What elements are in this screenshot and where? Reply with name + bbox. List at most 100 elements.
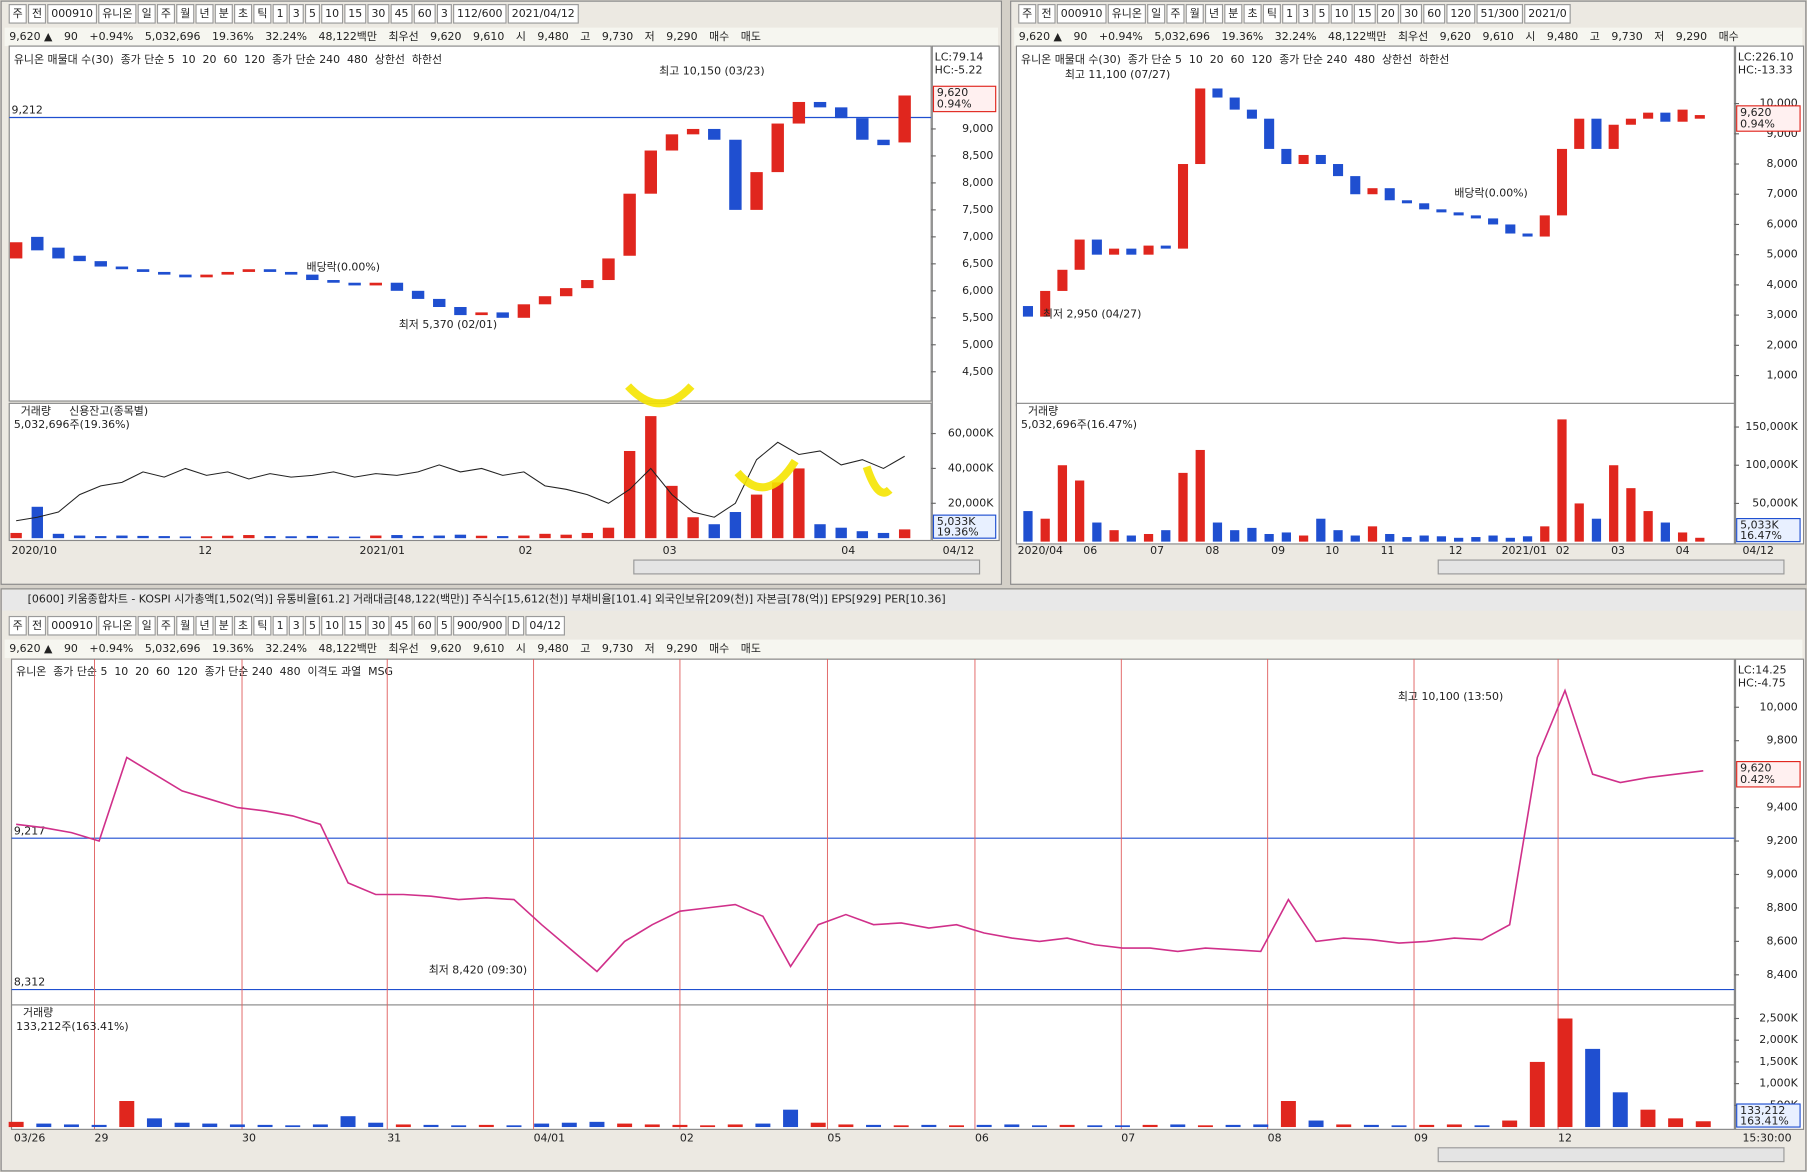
toolbar-label[interactable]: 일 bbox=[142, 618, 152, 632]
toolbar-label[interactable]: 주 bbox=[1022, 7, 1032, 20]
toolbar-button[interactable] bbox=[1185, 4, 1204, 24]
toolbar-button[interactable] bbox=[413, 615, 436, 636]
toolbar-button[interactable] bbox=[47, 615, 98, 636]
toolbar-button[interactable] bbox=[1018, 4, 1037, 24]
toolbar-button[interactable] bbox=[137, 615, 156, 636]
toolbar-label[interactable]: 분 bbox=[219, 619, 229, 632]
toolbar-label[interactable]: 10 bbox=[325, 619, 339, 632]
toolbar-button[interactable] bbox=[98, 615, 137, 636]
toolbar-button[interactable] bbox=[344, 615, 367, 636]
toolbar-label[interactable]: 전 bbox=[32, 7, 42, 20]
toolbar-label[interactable]: 60 bbox=[418, 619, 432, 632]
toolbar-label[interactable]: 3 bbox=[293, 7, 300, 20]
toolbar-label[interactable]: 10 bbox=[325, 7, 339, 20]
toolbar-label[interactable]: 5 bbox=[309, 7, 316, 20]
toolbar-button[interactable] bbox=[214, 615, 233, 636]
toolbar-button[interactable] bbox=[1262, 4, 1281, 24]
toolbar-button[interactable] bbox=[304, 615, 320, 636]
toolbar-button[interactable] bbox=[137, 4, 156, 24]
toolbar-button[interactable] bbox=[1423, 4, 1446, 24]
toolbar-button[interactable] bbox=[1330, 4, 1353, 24]
toolbar-label[interactable]: 15 bbox=[1358, 7, 1372, 20]
toolbar-button[interactable] bbox=[507, 615, 525, 636]
toolbar-button[interactable] bbox=[1524, 4, 1571, 24]
toolbar-label[interactable]: 유니온 bbox=[102, 619, 132, 632]
toolbar-label[interactable]: 틱 bbox=[1267, 7, 1277, 20]
toolbar-label[interactable]: 5 bbox=[1319, 7, 1326, 20]
toolbar-button[interactable] bbox=[234, 615, 253, 636]
toolbar-button[interactable] bbox=[507, 4, 579, 24]
toolbar-button[interactable] bbox=[436, 615, 452, 636]
toolbar-button[interactable] bbox=[1056, 4, 1107, 24]
toolbar-label[interactable]: 45 bbox=[395, 619, 409, 632]
toolbar-label[interactable]: 전 bbox=[1041, 7, 1051, 20]
toolbar-button[interactable] bbox=[453, 4, 507, 24]
toolbar-label[interactable]: 전 bbox=[32, 619, 42, 632]
toolbar-label[interactable]: 10 bbox=[1335, 7, 1349, 20]
toolbar-button[interactable] bbox=[1107, 4, 1146, 24]
toolbar-label[interactable]: 1 bbox=[1286, 7, 1293, 20]
toolbar-label[interactable]: 분 bbox=[219, 7, 229, 20]
toolbar-label[interactable]: 년 bbox=[199, 619, 209, 632]
toolbar-button[interactable] bbox=[253, 4, 272, 24]
toolbar-button[interactable] bbox=[304, 4, 320, 24]
toolbar-button[interactable] bbox=[321, 615, 344, 636]
toolbar-button[interactable] bbox=[436, 4, 452, 24]
toolbar-label[interactable]: 일 bbox=[142, 6, 152, 20]
toolbar-button[interactable] bbox=[1476, 4, 1524, 24]
toolbar-button[interactable] bbox=[253, 615, 272, 636]
toolbar-label[interactable]: 3 bbox=[293, 619, 300, 632]
toolbar-button[interactable] bbox=[1147, 4, 1166, 24]
toolbar-button[interactable] bbox=[1166, 4, 1185, 24]
toolbar-button[interactable] bbox=[98, 4, 137, 24]
toolbar-label[interactable]: 일 bbox=[1151, 6, 1161, 20]
scrollbar[interactable] bbox=[633, 559, 981, 575]
toolbar-button[interactable] bbox=[390, 615, 413, 636]
toolbar-button[interactable] bbox=[321, 4, 344, 24]
toolbar-button[interactable] bbox=[413, 4, 436, 24]
toolbar-button[interactable] bbox=[27, 615, 47, 636]
toolbar-label[interactable]: 000910 bbox=[1061, 7, 1103, 20]
toolbar-button[interactable] bbox=[1243, 4, 1262, 24]
toolbar-label[interactable]: 20 bbox=[1381, 7, 1395, 20]
toolbar-button[interactable] bbox=[367, 4, 390, 24]
toolbar-button[interactable] bbox=[288, 615, 304, 636]
toolbar-button[interactable] bbox=[8, 4, 27, 24]
toolbar-label[interactable]: 주 bbox=[13, 619, 23, 632]
toolbar-label[interactable]: 주 bbox=[161, 619, 171, 632]
toolbar-button[interactable] bbox=[272, 615, 288, 636]
toolbar-button[interactable] bbox=[195, 4, 214, 24]
toolbar-label[interactable]: 15 bbox=[348, 7, 362, 20]
toolbar-button[interactable] bbox=[390, 4, 413, 24]
toolbar-label[interactable]: 유니온 bbox=[1112, 7, 1142, 20]
scrollbar[interactable] bbox=[1437, 1147, 1785, 1163]
toolbar-button[interactable] bbox=[176, 4, 195, 24]
toolbar-label[interactable]: 초 bbox=[238, 619, 248, 632]
toolbar-button[interactable] bbox=[176, 615, 195, 636]
toolbar-label[interactable]: 2021/0 bbox=[1528, 7, 1567, 20]
toolbar-label[interactable]: 월 bbox=[180, 619, 190, 632]
toolbar-button[interactable] bbox=[27, 4, 47, 24]
toolbar-label[interactable]: 5 bbox=[441, 619, 448, 632]
toolbar-label[interactable]: 월 bbox=[1190, 7, 1200, 20]
toolbar-button[interactable] bbox=[453, 615, 507, 636]
toolbar-label[interactable]: 30 bbox=[1404, 7, 1418, 20]
toolbar-label[interactable]: 45 bbox=[395, 7, 409, 20]
toolbar-button[interactable] bbox=[525, 615, 565, 636]
toolbar-button[interactable] bbox=[288, 4, 304, 24]
toolbar-label[interactable]: 유니온 bbox=[102, 7, 132, 20]
toolbar-label[interactable]: 2021/04/12 bbox=[512, 7, 575, 20]
toolbar-button[interactable] bbox=[272, 4, 288, 24]
toolbar-label[interactable]: 30 bbox=[371, 619, 385, 632]
toolbar-button[interactable] bbox=[156, 4, 176, 24]
toolbar-label[interactable]: 틱 bbox=[257, 619, 267, 632]
toolbar-label[interactable]: 51/300 bbox=[1481, 7, 1520, 20]
toolbar-button[interactable] bbox=[214, 4, 233, 24]
toolbar-button[interactable] bbox=[1037, 4, 1056, 24]
toolbar-button[interactable] bbox=[1353, 4, 1376, 24]
toolbar-label[interactable]: 112/600 bbox=[457, 7, 502, 20]
toolbar-label[interactable]: 주 bbox=[161, 7, 171, 20]
toolbar-button[interactable] bbox=[1376, 4, 1399, 24]
toolbar-label[interactable]: 04/12 bbox=[529, 619, 561, 632]
toolbar-button[interactable] bbox=[8, 615, 27, 636]
